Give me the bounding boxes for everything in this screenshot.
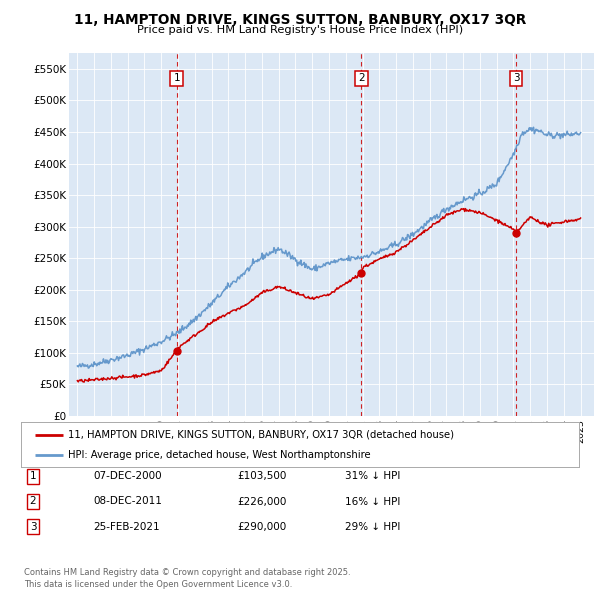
Text: Contains HM Land Registry data © Crown copyright and database right 2025.
This d: Contains HM Land Registry data © Crown c… <box>24 568 350 589</box>
Text: 29% ↓ HPI: 29% ↓ HPI <box>345 522 400 532</box>
Text: £103,500: £103,500 <box>237 471 286 481</box>
Text: 11, HAMPTON DRIVE, KINGS SUTTON, BANBURY, OX17 3QR: 11, HAMPTON DRIVE, KINGS SUTTON, BANBURY… <box>74 13 526 27</box>
Text: 07-DEC-2000: 07-DEC-2000 <box>93 471 161 481</box>
Text: 2: 2 <box>29 497 37 506</box>
Text: 2: 2 <box>358 74 365 84</box>
Text: 1: 1 <box>29 471 37 481</box>
Text: 11, HAMPTON DRIVE, KINGS SUTTON, BANBURY, OX17 3QR (detached house): 11, HAMPTON DRIVE, KINGS SUTTON, BANBURY… <box>68 430 454 440</box>
Text: 1: 1 <box>173 74 180 84</box>
Text: £290,000: £290,000 <box>237 522 286 532</box>
Text: 3: 3 <box>512 74 520 84</box>
Text: 3: 3 <box>29 522 37 532</box>
Text: 31% ↓ HPI: 31% ↓ HPI <box>345 471 400 481</box>
Text: HPI: Average price, detached house, West Northamptonshire: HPI: Average price, detached house, West… <box>68 450 371 460</box>
Text: 08-DEC-2011: 08-DEC-2011 <box>93 497 162 506</box>
Text: 25-FEB-2021: 25-FEB-2021 <box>93 522 160 532</box>
Text: 16% ↓ HPI: 16% ↓ HPI <box>345 497 400 506</box>
Text: £226,000: £226,000 <box>237 497 286 506</box>
Text: Price paid vs. HM Land Registry's House Price Index (HPI): Price paid vs. HM Land Registry's House … <box>137 25 463 35</box>
